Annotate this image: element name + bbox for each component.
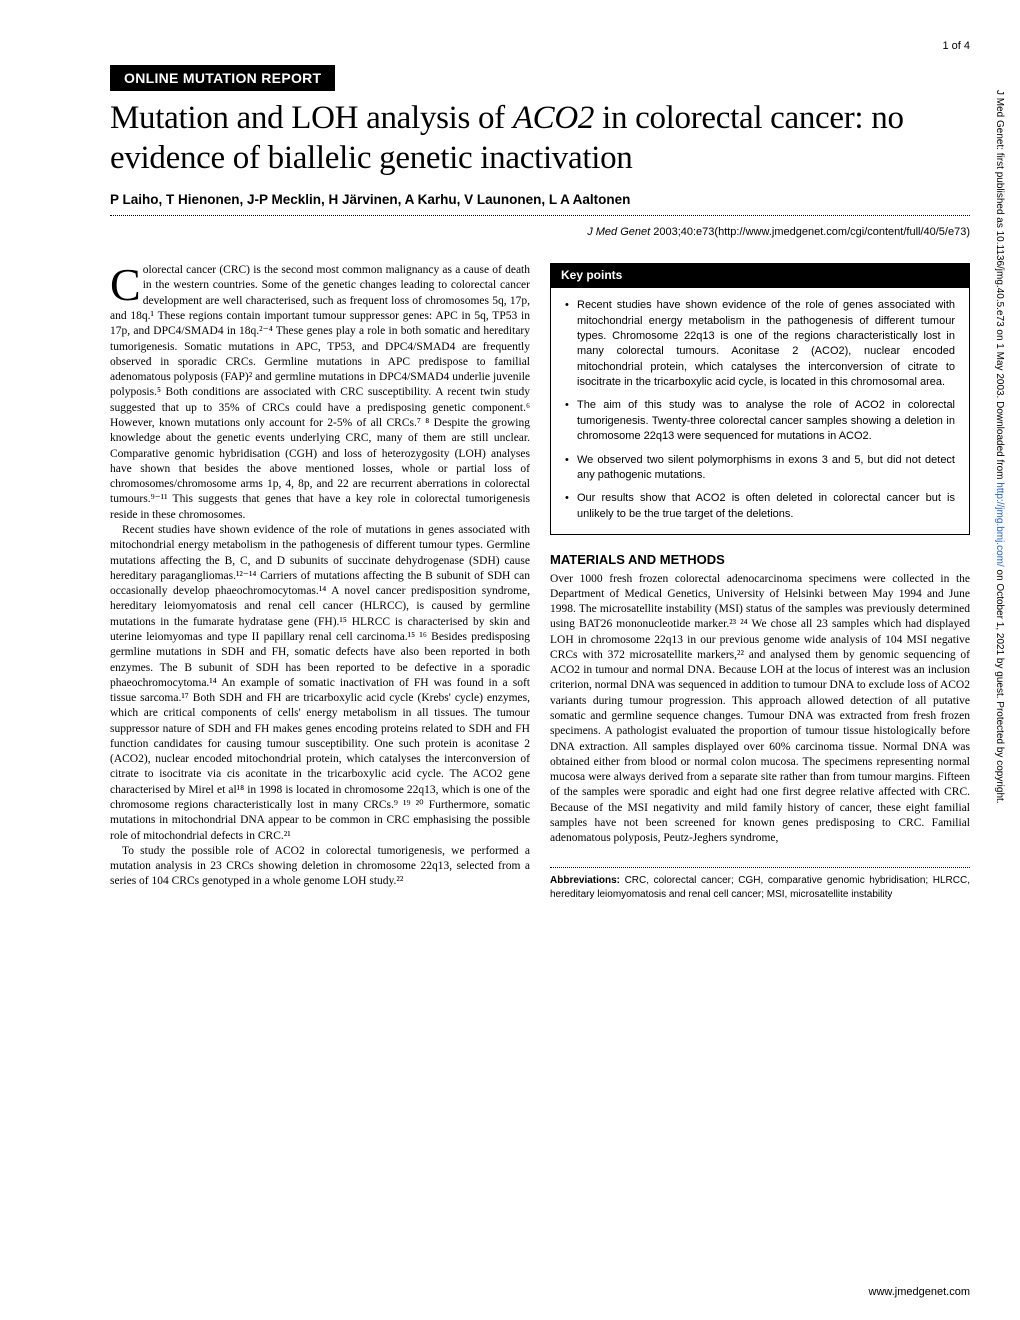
body-paragraph-2: Recent studies have shown evidence of th… xyxy=(110,523,530,844)
dotted-separator xyxy=(110,215,970,216)
keypoint-item: We observed two silent polymorphisms in … xyxy=(565,453,955,484)
side-text-1: J Med Genet: first published as 10.1136/… xyxy=(994,90,1005,482)
page-number: 1 of 4 xyxy=(942,40,970,52)
methods-body: Over 1000 fresh frozen colorectal adenoc… xyxy=(550,572,970,847)
two-column-layout: Colorectal cancer (CRC) is the second mo… xyxy=(110,263,970,901)
keypoint-item: Our results show that ACO2 is often dele… xyxy=(565,491,955,522)
authors-line: P Laiho, T Hienonen, J-P Mecklin, H Järv… xyxy=(110,192,970,207)
keypoint-item: The aim of this study was to analyse the… xyxy=(565,398,955,444)
methods-heading: MATERIALS AND METHODS xyxy=(550,551,970,568)
citation-details: 2003;40:e73(http://www.jmedgenet.com/cgi… xyxy=(650,226,970,238)
p1-text: olorectal cancer (CRC) is the second mos… xyxy=(110,264,530,521)
abbrev-dotted-separator xyxy=(550,867,970,868)
abbreviations-box: Abbreviations: CRC, colorectal cancer; C… xyxy=(550,867,970,902)
body-paragraph-3: To study the possible role of ACO2 in co… xyxy=(110,844,530,890)
keypoints-header: Key points xyxy=(551,264,969,288)
dropcap: C xyxy=(110,263,143,303)
citation-line: J Med Genet 2003;40:e73(http://www.jmedg… xyxy=(110,226,970,238)
section-banner: ONLINE MUTATION REPORT xyxy=(110,65,335,91)
title-part1: Mutation and LOH analysis of xyxy=(110,100,513,136)
side-text-2: on October 1, 2021 by guest. Protected b… xyxy=(994,567,1005,804)
article-title: Mutation and LOH analysis of ACO2 in col… xyxy=(110,99,970,178)
keypoints-body: Recent studies have shown evidence of th… xyxy=(551,288,969,534)
right-column: Key points Recent studies have shown evi… xyxy=(550,263,970,901)
left-column: Colorectal cancer (CRC) is the second mo… xyxy=(110,263,530,901)
footer-url: www.jmedgenet.com xyxy=(869,1286,971,1298)
abbreviations-label: Abbreviations: xyxy=(550,875,620,886)
keypoint-item: Recent studies have shown evidence of th… xyxy=(565,298,955,390)
title-gene: ACO2 xyxy=(513,100,594,136)
journal-name: J Med Genet xyxy=(587,226,650,238)
side-link[interactable]: http://jmg.bmj.com/ xyxy=(994,482,1005,566)
keypoints-box: Key points Recent studies have shown evi… xyxy=(550,263,970,535)
body-paragraph-1: Colorectal cancer (CRC) is the second mo… xyxy=(110,263,530,523)
side-citation: J Med Genet: first published as 10.1136/… xyxy=(993,90,1006,1190)
